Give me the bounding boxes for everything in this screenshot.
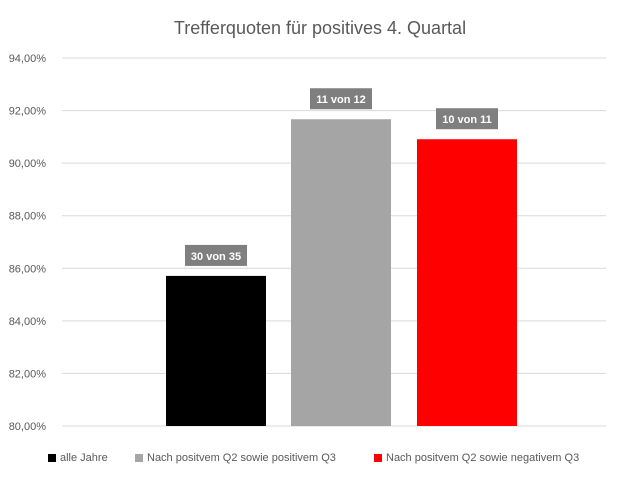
y-tick-label: 80,00%	[9, 421, 47, 433]
data-label: 10 von 11	[442, 114, 492, 126]
bar	[417, 139, 517, 427]
data-label-box	[310, 88, 372, 110]
legend-swatch	[135, 454, 143, 462]
y-tick-label: 94,00%	[9, 53, 47, 65]
bar	[166, 275, 266, 426]
chart-title: Trefferquoten für positives 4. Quartal	[174, 18, 466, 38]
bars	[166, 119, 517, 427]
legend-label: Nach positvem Q2 sowie negativem Q3	[386, 452, 579, 464]
y-axis-tick-labels: 80,00% 82,00% 84,00% 86,00% 88,00% 90,00% 92,0…	[9, 53, 47, 433]
bar	[291, 119, 391, 426]
y-tick-label: 90,00%	[9, 158, 47, 170]
y-tick-label: 88,00%	[9, 211, 47, 223]
data-labels: 30 von 35 11 von 12 10 von 11	[185, 88, 498, 266]
y-tick-label: 82,00%	[9, 368, 47, 380]
legend-label: Nach positvem Q2 sowie positivem Q3	[147, 452, 336, 464]
data-label-box	[436, 108, 498, 130]
legend-swatch	[48, 454, 56, 462]
data-label: 30 von 35	[191, 251, 241, 263]
legend: alle Jahre Nach positvem Q2 sowie positiv…	[48, 452, 579, 464]
legend-swatch	[374, 454, 382, 462]
y-tick-label: 84,00%	[9, 316, 47, 328]
y-tick-label: 92,00%	[9, 106, 47, 118]
y-tick-label: 86,00%	[9, 263, 47, 275]
data-label: 11 von 12	[316, 94, 366, 106]
data-label-box	[185, 244, 247, 266]
legend-label: alle Jahre	[60, 452, 108, 464]
